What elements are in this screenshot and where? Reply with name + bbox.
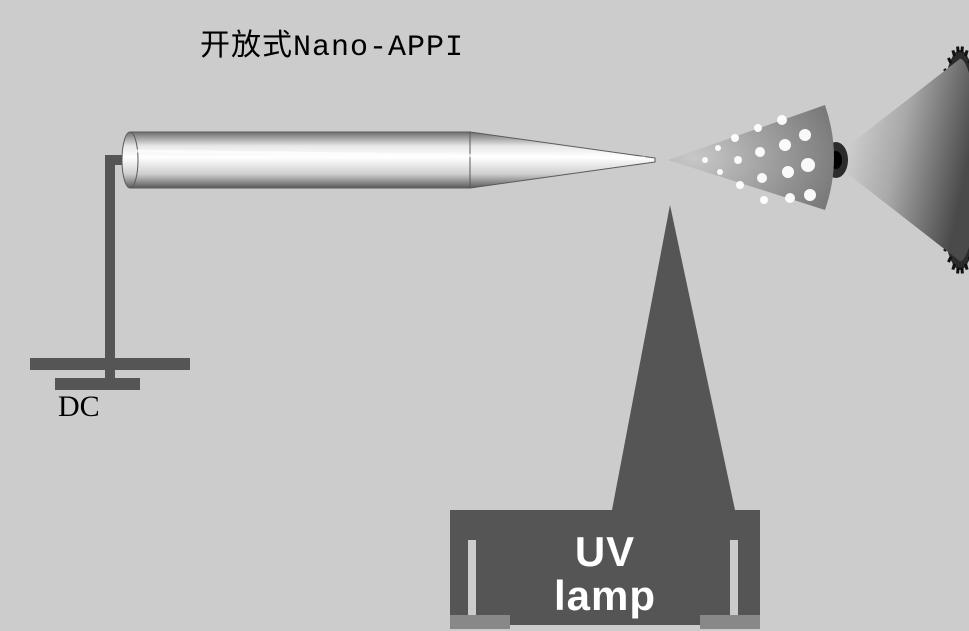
spray-droplet: [760, 196, 768, 204]
uv-beam: [612, 205, 735, 510]
spray-droplet: [801, 158, 815, 172]
spray-droplet: [731, 134, 739, 142]
spray-droplet: [785, 193, 795, 203]
capillary-tip: [470, 132, 655, 188]
diagram-canvas: 开放式Nano-APPI DC UV lamp: [0, 0, 969, 631]
capillary-body: [130, 132, 470, 188]
spray-droplet: [734, 156, 742, 164]
ground-bar-bottom: [55, 378, 140, 390]
spray-droplet: [755, 147, 765, 157]
uv-lamp-label: UV lamp: [485, 530, 725, 618]
spray-droplet: [799, 129, 811, 141]
spray-droplet: [782, 166, 794, 178]
spray-droplet: [702, 157, 708, 163]
uv-label-line2: lamp: [554, 572, 656, 619]
uv-lamp-slot: [730, 540, 738, 620]
spray-droplet: [757, 173, 767, 183]
spray-droplet: [779, 139, 791, 151]
spray-droplet: [754, 124, 762, 132]
uv-label-line1: UV: [575, 528, 635, 575]
ground-bar-top: [30, 358, 190, 370]
electrode-vertical: [105, 155, 115, 380]
spray-droplet: [736, 181, 744, 189]
spray-droplet: [717, 169, 723, 175]
spray-droplet: [804, 189, 816, 201]
spray-droplet: [715, 145, 721, 151]
capillary-endcap: [122, 132, 138, 188]
ms-cone-body: [830, 59, 969, 261]
spray-droplet: [777, 115, 787, 125]
uv-lamp-slot: [468, 540, 476, 620]
